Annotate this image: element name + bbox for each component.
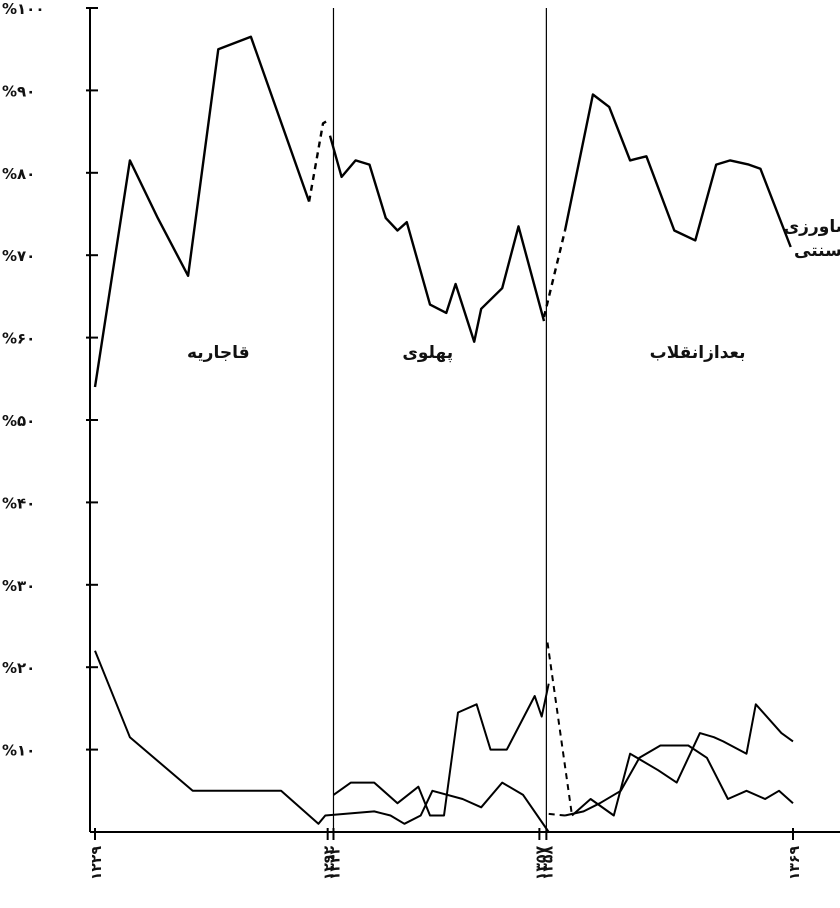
series-0-segment-1 xyxy=(307,118,331,202)
y-tick-label-9: %۱۰ xyxy=(2,742,35,760)
x-tick-label-2: ۱۳۴۲ xyxy=(327,846,343,881)
series-1-segment-2 xyxy=(546,642,573,816)
annotation-line-0: کشاورزی xyxy=(784,217,840,237)
era-label-0: قاجاریه xyxy=(187,343,250,363)
y-tick-label-8: %۲۰ xyxy=(2,659,35,677)
series-1-segment-5 xyxy=(564,744,794,817)
y-tick-label-4: %۶۰ xyxy=(2,330,35,348)
series-0-segment-4 xyxy=(563,93,792,248)
series-0-segment-3 xyxy=(542,230,567,318)
y-tick-label-6: %۴۰ xyxy=(2,494,35,512)
annotation-line-1: وسنتی xyxy=(794,241,840,261)
y-tick-label-1: %۹۰ xyxy=(2,82,35,100)
x-tick-label-1: ۱۲۹۲ xyxy=(322,846,338,881)
series-0-segment-0 xyxy=(93,35,311,388)
x-tick-label-5: ۱۳۶۹ xyxy=(787,846,803,881)
axes-layer xyxy=(86,7,840,840)
x-tick-label-0: ۱۲۲۹ xyxy=(89,846,105,881)
series-0-segment-2 xyxy=(328,135,546,343)
y-tick-label-7: %۳۰ xyxy=(2,577,35,595)
era-label-1: پهلوی xyxy=(402,343,453,363)
x-tick-label-4: ۱۳۵۸ xyxy=(540,846,556,881)
x-tick-label-3: ۱۳۵۷ xyxy=(533,846,549,881)
y-tick-label-2: %۸۰ xyxy=(2,165,35,183)
series-layer xyxy=(93,35,794,833)
series-1-segment-1 xyxy=(332,683,550,817)
y-tick-label-3: %۷۰ xyxy=(2,247,35,265)
y-tick-label-0: %۱۰۰ xyxy=(2,0,45,18)
era-label-2: بعدازانقلاب xyxy=(650,343,746,363)
series-1-segment-4 xyxy=(571,703,794,817)
series-1-segment-0 xyxy=(94,650,550,833)
series-1-segment-3 xyxy=(548,812,566,817)
y-tick-label-5: %۵۰ xyxy=(2,412,35,430)
